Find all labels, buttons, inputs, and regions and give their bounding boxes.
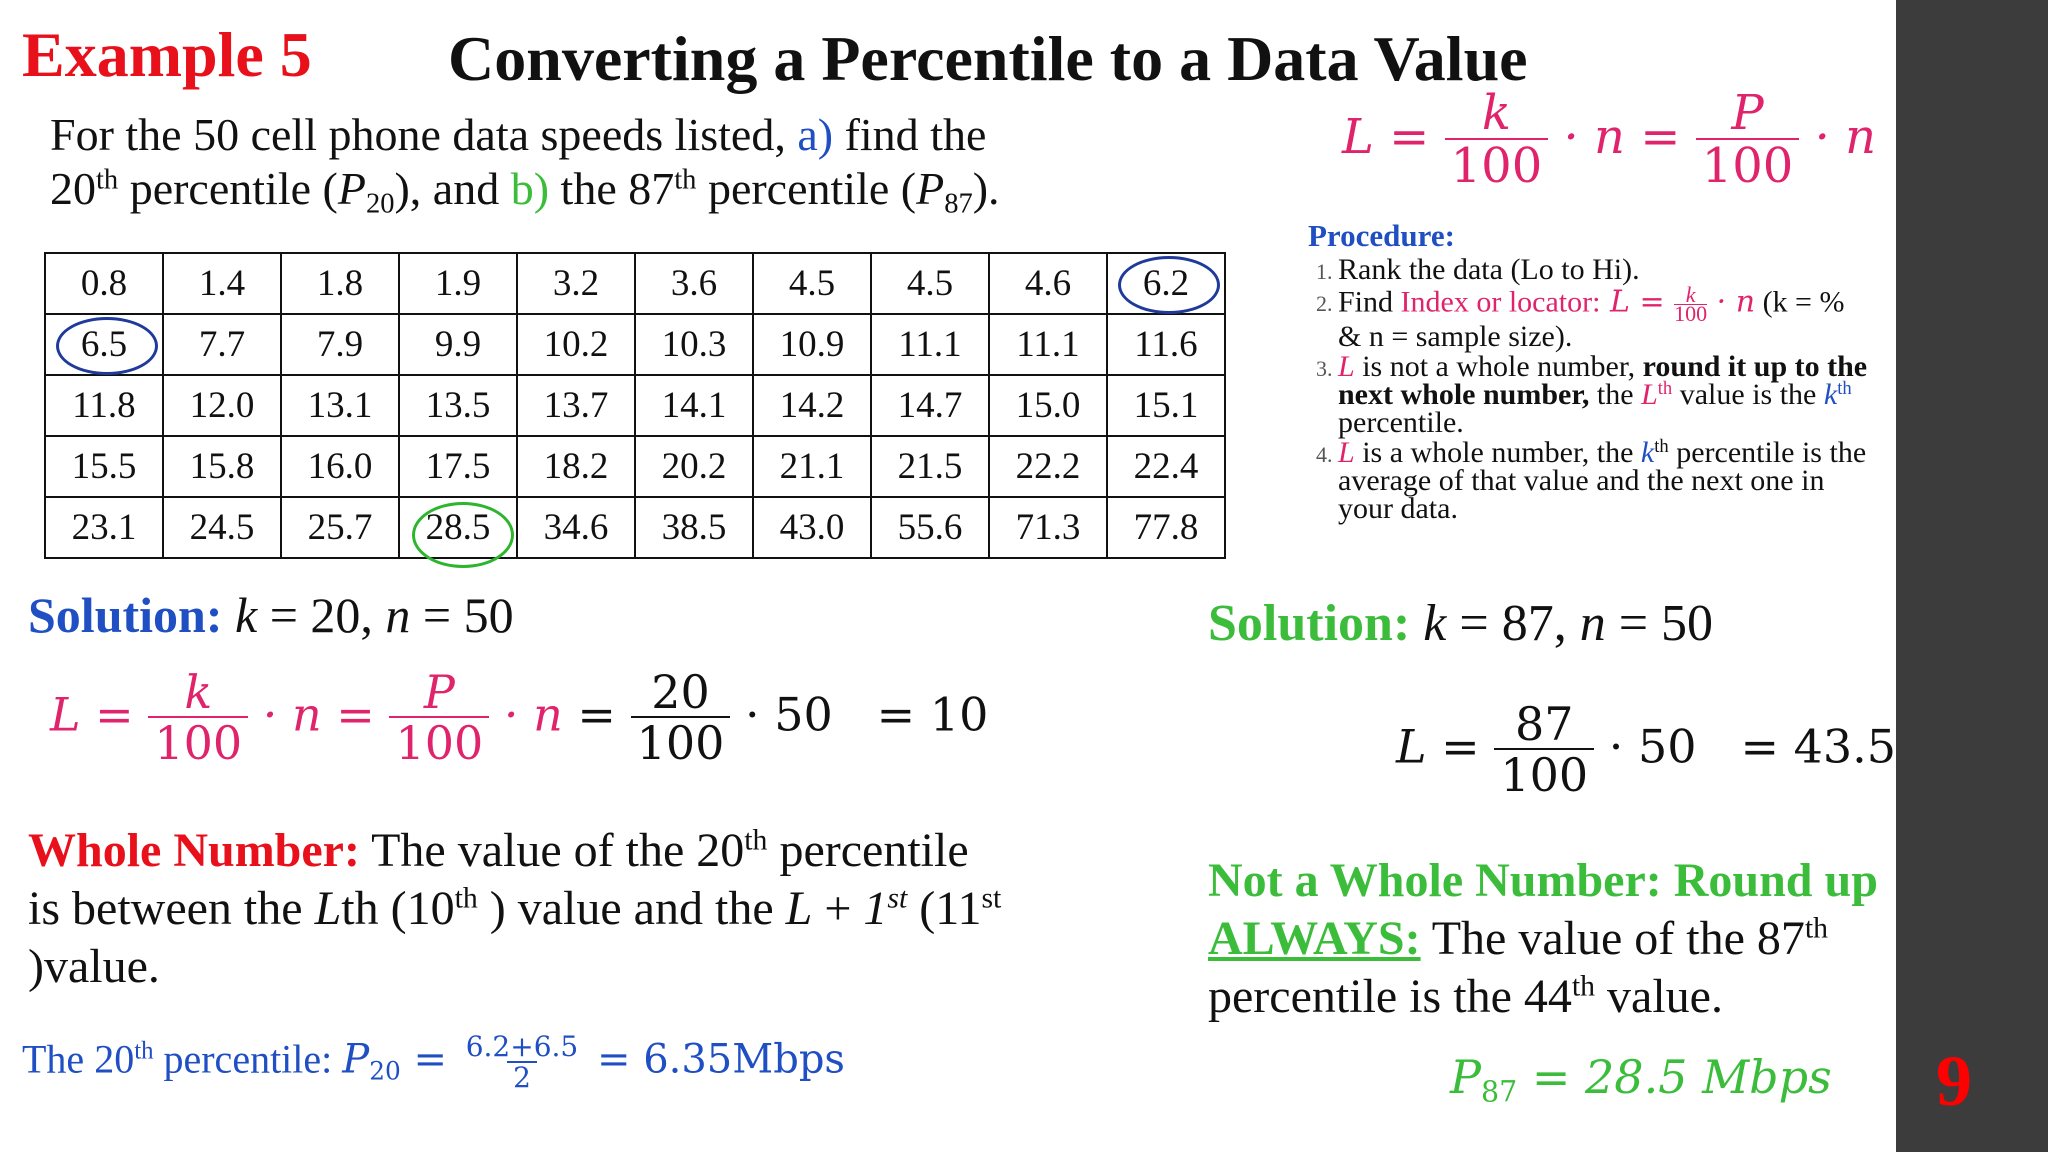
table-cell: 4.5 bbox=[870, 252, 990, 315]
solution-a-heading: Solution: k = 20, n = 50 bbox=[28, 587, 514, 643]
fraction-87-over-100: 87 100 bbox=[1494, 700, 1595, 801]
table-row: 15.5 15.8 16.0 17.5 18.2 20.2 21.1 21.5 22.2 22.4 bbox=[44, 435, 1226, 498]
table-cell: 28.5 bbox=[398, 496, 518, 568]
procedure-box: Procedure: Rank the data (Lo to Hi). Fin… bbox=[1308, 218, 1868, 525]
table-cell: 10.9 bbox=[752, 313, 872, 376]
table-row: 6.5 7.7 7.9 9.9 10.2 10.3 10.9 11.1 11.1 11.6 bbox=[44, 313, 1226, 376]
table-cell: 6.2 bbox=[1106, 252, 1226, 315]
table-cell: 34.6 bbox=[516, 496, 636, 559]
table-cell: 9.9 bbox=[398, 313, 518, 376]
procedure-step-4: L is a whole number, the kth percentile … bbox=[1338, 437, 1868, 524]
table-cell: 10.3 bbox=[634, 313, 754, 376]
solution-b-calculation: L = 87 100 · 50 = 43.5 bbox=[1396, 697, 1897, 803]
table-cell: 21.1 bbox=[752, 435, 872, 498]
table-cell: 16.0 bbox=[280, 435, 400, 498]
procedure-steps: Rank the data (Lo to Hi). Find Index or … bbox=[1308, 255, 1868, 524]
table-cell: 14.7 bbox=[870, 374, 990, 437]
table-cell: 23.1 bbox=[44, 496, 164, 559]
fraction-20-over-100: 20 100 bbox=[630, 668, 731, 769]
table-cell: 43.0 bbox=[752, 496, 872, 559]
p20-result: The 20th percentile: P20 = 6.2+6.5 2 = 6.… bbox=[22, 1030, 845, 1095]
table-cell: 24.5 bbox=[162, 496, 282, 559]
table-cell: 11.1 bbox=[870, 313, 990, 376]
table-cell: 7.9 bbox=[280, 313, 400, 376]
table-cell: 14.1 bbox=[634, 374, 754, 437]
not-whole-number-explanation: Not a Whole Number: Round up ALWAYS: The… bbox=[1208, 854, 1878, 1023]
table-cell: 0.8 bbox=[44, 252, 164, 315]
table-cell: 6.5 bbox=[44, 313, 164, 376]
locator-result-b: = 43.5 bbox=[1740, 719, 1897, 774]
table-cell: 18.2 bbox=[516, 435, 636, 498]
procedure-heading: Procedure: bbox=[1308, 218, 1455, 253]
procedure-step-1: Rank the data (Lo to Hi). bbox=[1338, 255, 1868, 285]
locator-result-a: = 10 bbox=[876, 687, 989, 742]
p87-result: P87 = 28.5 Mbps bbox=[1450, 1050, 1832, 1109]
problem-statement: For the 50 cell phone data speeds listed… bbox=[50, 108, 1000, 220]
table-cell: 15.8 bbox=[162, 435, 282, 498]
data-speeds-table: 0.8 1.4 1.8 1.9 3.2 3.6 4.5 4.5 4.6 6.2 6.5 7.7 7.9 9… bbox=[44, 252, 1226, 568]
table-cell: 1.8 bbox=[280, 252, 400, 315]
highlight-circle bbox=[1118, 256, 1220, 314]
problem-line-1: For the 50 cell phone data speeds listed… bbox=[50, 109, 987, 160]
problem-line-2: 20th percentile (P20), and b) the 87th p… bbox=[50, 163, 1000, 220]
highlight-circle bbox=[412, 502, 514, 568]
part-a-marker: a) bbox=[797, 109, 834, 160]
table-cell: 4.5 bbox=[752, 252, 872, 315]
right-sidebar: 9 bbox=[1896, 0, 2048, 1152]
table-row: 0.8 1.4 1.8 1.9 3.2 3.6 4.5 4.5 4.6 6.2 bbox=[44, 252, 1226, 315]
table-cell: 20.2 bbox=[634, 435, 754, 498]
table-cell: 15.0 bbox=[988, 374, 1108, 437]
table-cell: 3.2 bbox=[516, 252, 636, 315]
locator-formula: L = k 100 · n = P 100 · n bbox=[1342, 85, 1877, 195]
part-b-marker: b) bbox=[510, 163, 550, 214]
table-cell: 1.9 bbox=[398, 252, 518, 315]
table-cell: 13.5 bbox=[398, 374, 518, 437]
table-row: 11.8 12.0 13.1 13.5 13.7 14.1 14.2 14.7 15.0 15.1 bbox=[44, 374, 1226, 437]
formula-fraction-k: k 100 bbox=[1444, 88, 1549, 193]
whole-number-explanation: Whole Number: The value of the 20th perc… bbox=[28, 823, 1002, 993]
example-label: Example 5 bbox=[22, 19, 312, 90]
table-cell: 14.2 bbox=[752, 374, 872, 437]
page-title: Converting a Percentile to a Data Value bbox=[448, 23, 1528, 94]
table-cell: 13.1 bbox=[280, 374, 400, 437]
table-cell: 1.4 bbox=[162, 252, 282, 315]
table-cell: 7.7 bbox=[162, 313, 282, 376]
table-cell: 38.5 bbox=[634, 496, 754, 559]
table-cell: 10.2 bbox=[516, 313, 636, 376]
formula-fraction-p: P 100 bbox=[1695, 88, 1800, 193]
table-cell: 71.3 bbox=[988, 496, 1108, 559]
table-cell: 4.6 bbox=[988, 252, 1108, 315]
table-cell: 25.7 bbox=[280, 496, 400, 559]
procedure-step-3: L is not a whole number, round it up to … bbox=[1338, 352, 1868, 438]
table-cell: 77.8 bbox=[1106, 496, 1226, 559]
table-cell: 17.5 bbox=[398, 435, 518, 498]
solution-a-calculation: L = k 100 · n = P 100 · n = 20 100 · 50 = 1… bbox=[50, 665, 989, 771]
table-cell: 21.5 bbox=[870, 435, 990, 498]
table-cell: 22.4 bbox=[1106, 435, 1226, 498]
page-number: 9 bbox=[1936, 1041, 1972, 1121]
table-cell: 15.5 bbox=[44, 435, 164, 498]
table-cell: 11.1 bbox=[988, 313, 1108, 376]
table-cell: 13.7 bbox=[516, 374, 636, 437]
data-speeds-table-body: 0.8 1.4 1.8 1.9 3.2 3.6 4.5 4.5 4.6 6.2 6.5 7.7 7.9 9… bbox=[44, 252, 1226, 568]
table-cell: 11.8 bbox=[44, 374, 164, 437]
solution-b-heading: Solution: k = 87, n = 50 bbox=[1208, 595, 1714, 652]
table-row: 23.1 24.5 25.7 28.5 34.6 38.5 43.0 55.6 71.3 77.8 bbox=[44, 496, 1226, 568]
table-cell: 22.2 bbox=[988, 435, 1108, 498]
table-cell: 12.0 bbox=[162, 374, 282, 437]
highlight-circle bbox=[56, 317, 158, 375]
table-cell: 11.6 bbox=[1106, 313, 1226, 376]
table-cell: 15.1 bbox=[1106, 374, 1226, 437]
table-cell: 3.6 bbox=[634, 252, 754, 315]
table-cell: 55.6 bbox=[870, 496, 990, 559]
